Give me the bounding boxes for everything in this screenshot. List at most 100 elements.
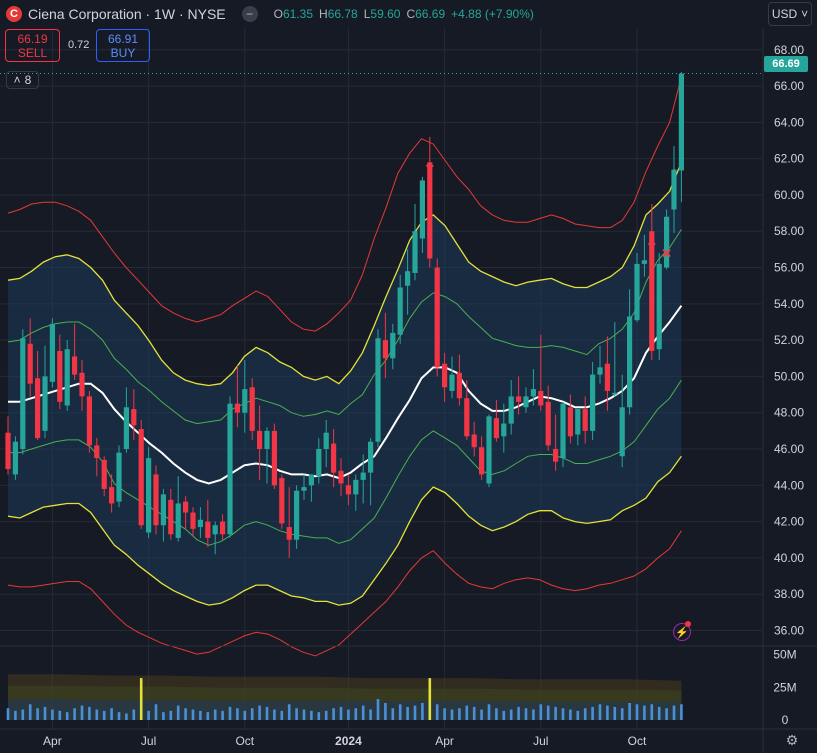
y-tick-label: 38.00 [774,587,804,601]
low-label: L [363,7,371,21]
candle-body [530,389,536,397]
volume-bar [295,708,298,720]
high-label: H [319,7,328,21]
y-tick-label: 46.00 [774,442,804,456]
volume-bar [347,709,350,720]
candle-body [634,263,640,321]
candle-body [627,316,633,408]
candle-body [656,263,662,350]
volume-bar [354,708,358,720]
candle-body [567,407,573,437]
close-value: 66.69 [415,7,446,21]
volume-bar [95,709,99,720]
close-label: C [406,7,416,21]
candle-body [308,474,314,486]
buy-button[interactable]: 66.91 BUY [96,29,150,62]
volume-bar [51,709,54,720]
candle-body [523,396,529,408]
candle-body [382,340,388,359]
indicators-toggle[interactable]: ˄ 8 [6,71,39,89]
volume-bar [413,705,417,720]
volume-bar [406,706,409,720]
candle-body [353,479,359,495]
volume-bar [532,709,535,720]
volume-bar [524,708,528,720]
volume-bar [250,708,254,720]
volume-bar [110,708,113,720]
volume-bar [517,706,520,720]
volume-bar [102,710,106,720]
volume-bar [213,709,217,720]
candle-body [160,494,166,526]
candle-body [434,267,440,368]
y-tick-label: 54.00 [774,297,804,311]
candle-body [116,452,122,502]
candle-body [294,490,300,540]
candle-body [138,429,144,526]
y-tick-label: 50.00 [774,369,804,383]
volume-bar [369,709,372,720]
candle-body [79,372,85,397]
candle-body [612,392,618,395]
symbol-header: C Ciena Corporation · 1W · NYSE − O61.35… [0,0,760,28]
volume-bar [443,708,446,720]
volume-bar [569,709,572,720]
volume-bar [650,704,654,720]
candle-body [94,445,100,459]
currency-select[interactable]: USD ˅ [768,2,812,26]
sell-button[interactable]: 66.19 SELL [5,29,60,62]
volume-bar [28,704,32,720]
candle-body [516,396,522,402]
y-tick-label: 66.00 [774,79,804,93]
volume-bar [206,712,210,720]
volume-bar [554,706,557,720]
volume-bar [606,705,609,720]
x-tick-label: Apr [43,734,62,748]
volume-bar [236,708,239,720]
logo-letter: C [10,8,18,20]
symbol-title[interactable]: Ciena Corporation · 1W · NYSE [28,6,226,22]
volume-bar [147,710,150,720]
candle-body [64,349,70,406]
volume-bar [310,710,313,720]
volume-bar [221,710,224,720]
gear-icon[interactable]: ⚙ [785,732,799,748]
x-tick-label: Oct [628,734,647,748]
collapse-legend-icon[interactable]: − [241,6,258,22]
candle-body [597,367,603,375]
candle-body [20,338,26,450]
y-tick-label: 60.00 [774,188,804,202]
candle-body [360,472,366,480]
candle-body [560,403,566,459]
volume-bar [273,709,276,720]
candle-body [345,485,351,495]
candle-body [286,527,292,540]
band-fill [8,162,682,606]
volume-bar [480,709,483,720]
volume-bar [265,706,269,720]
volume-bar [635,704,639,720]
candle-body [604,363,610,391]
volume-bar [191,709,195,720]
candle-body [508,396,514,424]
lightning-icon[interactable]: ⚡ [673,623,691,641]
volume-bar [324,710,328,720]
candle-body [619,407,625,457]
volume-bar [154,704,158,720]
volume-bar [384,702,387,720]
volume-bar [546,705,550,720]
currency-label: USD [771,7,798,21]
candle-body [242,389,248,413]
candle-body [12,441,18,475]
candle-body [271,430,277,486]
volume-bar [509,709,513,720]
volume-bar [458,708,461,720]
candle-body [493,418,499,439]
volume-bar [598,704,602,720]
volume-bar [561,708,565,720]
y-tick-label: 48.00 [774,406,804,420]
candle-body [190,512,196,529]
candle-body [153,474,159,526]
volume-ma-lower-area [8,699,682,720]
